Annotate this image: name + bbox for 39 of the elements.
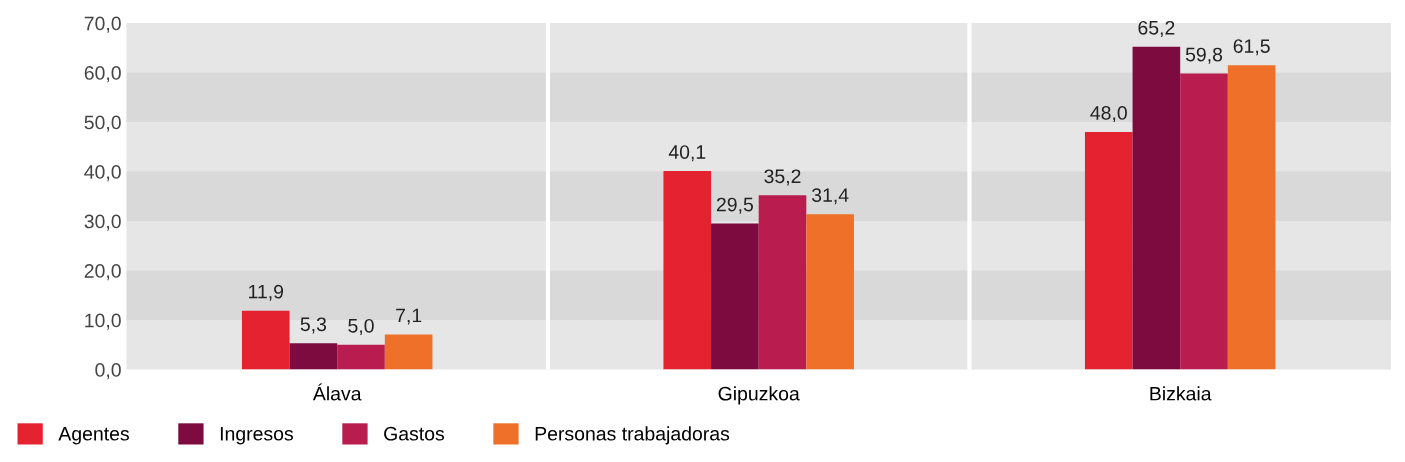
x-tick-label: Álava — [312, 383, 362, 401]
bar — [758, 195, 807, 370]
data-label: 31,4 — [811, 188, 849, 205]
bar — [663, 171, 712, 370]
legend-label: Personas trabajadoras — [535, 426, 730, 445]
data-label: 29,5 — [716, 197, 753, 214]
data-label: 61,5 — [1233, 39, 1270, 56]
y-tick-label: 10,0 — [85, 313, 121, 330]
bar — [337, 344, 385, 370]
legend-label: Agentes — [58, 427, 129, 445]
y-tick-label: 60,0 — [84, 66, 121, 83]
bar — [1084, 132, 1133, 370]
bar — [1180, 73, 1228, 370]
bar — [289, 343, 338, 370]
bar — [1132, 46, 1181, 370]
data-label: 48,0 — [1090, 106, 1127, 123]
legend-label: Ingresos — [220, 427, 293, 445]
legend-label: Gastos — [384, 426, 445, 441]
data-label: 7,1 — [396, 308, 422, 325]
y-tick-label: 0,0 — [95, 363, 121, 380]
x-tick-label: Bizkaia — [1150, 386, 1212, 401]
y-tick-label: 70,0 — [84, 16, 121, 33]
data-label: 5,3 — [300, 317, 327, 334]
bar — [1227, 65, 1276, 370]
y-tick-label: 40,0 — [84, 165, 121, 182]
bar — [241, 310, 290, 370]
bar — [806, 214, 854, 370]
data-label: 40,1 — [668, 145, 706, 162]
y-tick-label: 30,0 — [84, 214, 121, 231]
data-label: 35,2 — [764, 169, 801, 186]
y-tick-label: 20,0 — [84, 264, 121, 281]
bar — [384, 334, 433, 370]
data-label: 11,9 — [249, 284, 284, 301]
x-tick-label: Gipuzkoa — [718, 386, 800, 405]
data-label: 59,8 — [1185, 47, 1223, 64]
bar — [711, 223, 759, 370]
y-tick-label: 50,0 — [84, 115, 121, 132]
data-label: 5,0 — [348, 318, 374, 335]
data-label: 65,2 — [1138, 20, 1175, 37]
